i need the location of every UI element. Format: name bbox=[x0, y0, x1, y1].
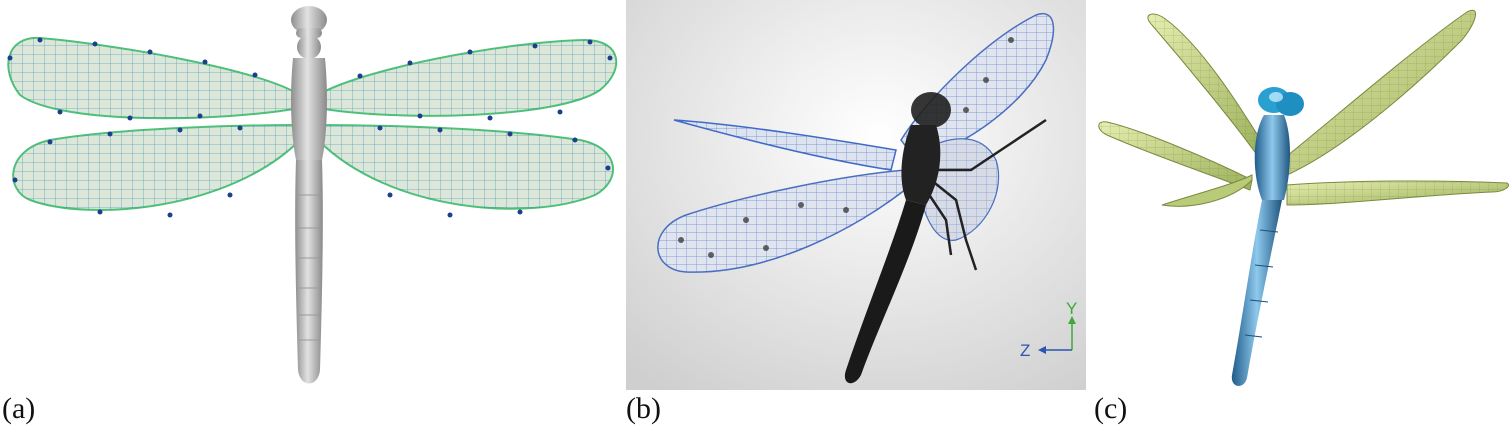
panel-a-drawing bbox=[7, 6, 618, 384]
axis-triad: Y Z bbox=[1020, 299, 1077, 360]
dragonfly-body bbox=[844, 92, 1047, 384]
upper-left-wing bbox=[7, 36, 301, 120]
upper-right-wing bbox=[1281, 9, 1476, 176]
upper-left-wing bbox=[1147, 13, 1268, 156]
caption-c: (c) bbox=[1094, 392, 1128, 425]
panel-c-drawing bbox=[1098, 9, 1509, 386]
panel-a-wireframe-model bbox=[0, 0, 620, 395]
lower-right-wing bbox=[1161, 174, 1509, 207]
z-axis-label: Z bbox=[1020, 341, 1030, 360]
dragonfly-body bbox=[1231, 87, 1304, 386]
panel-b-drawing: Y Z bbox=[626, 0, 1086, 390]
panel-c-rendered-model bbox=[1092, 0, 1512, 395]
lower-left-wing bbox=[12, 123, 301, 211]
wing-spots bbox=[678, 37, 1014, 258]
caption-a: (a) bbox=[2, 392, 36, 425]
lower-left-wing bbox=[1098, 121, 1253, 191]
caption-b: (b) bbox=[626, 392, 661, 425]
lower-wing bbox=[657, 169, 912, 273]
upper-right-wing bbox=[317, 38, 618, 117]
y-axis-label: Y bbox=[1066, 299, 1077, 318]
panel-b-mesh-overlay: Y Z bbox=[626, 0, 1086, 390]
left-thin-wing bbox=[673, 119, 897, 171]
control-points bbox=[7, 37, 613, 218]
dragonfly-body bbox=[291, 6, 327, 384]
lower-right-wing bbox=[317, 123, 614, 210]
